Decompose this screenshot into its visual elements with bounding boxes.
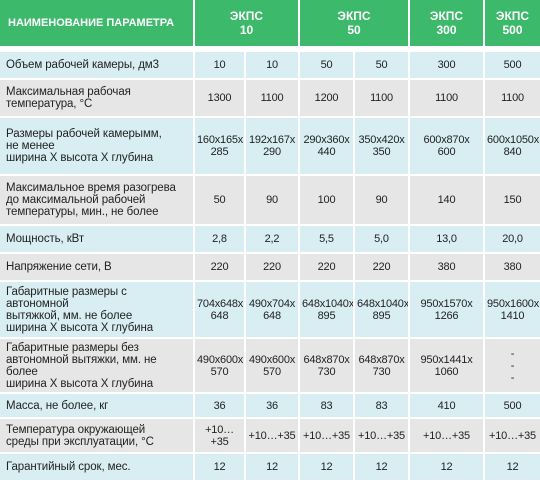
value-cell: +10…+35	[485, 419, 540, 454]
value-cell: 12	[246, 454, 300, 482]
value-cell: 490x600x 570	[195, 339, 246, 394]
value-cell: 5,5	[300, 226, 355, 254]
value-cell: 704x648x 648	[195, 282, 246, 339]
value-cell: - - -	[485, 339, 540, 394]
value-cell: 10	[195, 52, 246, 80]
value-cell: +10…+35	[410, 419, 485, 454]
value-cell: 490x600x 570	[246, 339, 300, 394]
value-cell: 220	[300, 254, 355, 282]
table-row: Объем рабочей камеры, дм3 10 10 50 50 300 500	[0, 52, 540, 80]
value-cell: 83	[300, 394, 355, 419]
param-cell: Мощность, кВт	[0, 226, 195, 254]
value-cell: 1100	[355, 80, 410, 118]
value-cell: 50	[300, 52, 355, 80]
value-cell: +10…+35	[246, 419, 300, 454]
table-row: Максимальное время разогрева до максимал…	[0, 176, 540, 226]
value-cell: 12	[195, 454, 246, 482]
value-cell: 648x1040x 895	[355, 282, 410, 339]
value-cell: 220	[195, 254, 246, 282]
value-cell: 1100	[410, 80, 485, 118]
table-body: Объем рабочей камеры, дм3 10 10 50 50 300 500 М…	[0, 52, 540, 482]
value-cell: 83	[355, 394, 410, 419]
table-row: Размеры рабочей камерымм, не менее ширин…	[0, 118, 540, 176]
table-row: Масса, не более, кг 36 36 83 83 410 500	[0, 394, 540, 419]
value-cell: 600x1050x 840	[485, 118, 540, 176]
header-row: НАИМЕНОВАНИЕ ПАРАМЕТРА ЭКПС 10 ЭКПС 50 Э…	[0, 0, 540, 52]
value-cell: 12	[355, 454, 410, 482]
value-cell: 1100	[246, 80, 300, 118]
table-row: Максимальная рабочая температура, °С 1300…	[0, 80, 540, 118]
value-cell: 12	[300, 454, 355, 482]
value-cell: 648x870x 730	[355, 339, 410, 394]
value-cell: 36	[195, 394, 246, 419]
value-cell: 220	[355, 254, 410, 282]
value-cell: 90	[246, 176, 300, 226]
value-cell: +10…+35	[300, 419, 355, 454]
table-row: Температура окружающей среды при эксплуа…	[0, 419, 540, 454]
value-cell: 160x165x 285	[195, 118, 246, 176]
header-model: ЭКПС 10	[195, 0, 300, 52]
table-row: Напряжение сети, В 220 220 220 220 380 380	[0, 254, 540, 282]
value-cell: 380	[485, 254, 540, 282]
param-cell: Масса, не более, кг	[0, 394, 195, 419]
header-model: ЭКПС 300	[410, 0, 485, 52]
param-cell: Напряжение сети, В	[0, 254, 195, 282]
value-cell: 950x1441x 1060	[410, 339, 485, 394]
value-cell: 50	[355, 52, 410, 80]
value-cell: 220	[246, 254, 300, 282]
value-cell: 290x360x 440	[300, 118, 355, 176]
value-cell: 13,0	[410, 226, 485, 254]
value-cell: 5,0	[355, 226, 410, 254]
value-cell: 350x420x 350	[355, 118, 410, 176]
value-cell: 1100	[485, 80, 540, 118]
value-cell: 10	[246, 52, 300, 80]
param-cell: Объем рабочей камеры, дм3	[0, 52, 195, 80]
table-row: Габаритные размеры с автономной вытяжкой…	[0, 282, 540, 339]
value-cell: 410	[410, 394, 485, 419]
table-row: Мощность, кВт 2,8 2,2 5,5 5,0 13,0 20,0	[0, 226, 540, 254]
param-cell: Габаритные размеры без автономной вытяжк…	[0, 339, 195, 394]
value-cell: 600x870x 600	[410, 118, 485, 176]
value-cell: 648x870x 730	[300, 339, 355, 394]
param-cell: Максимальное время разогрева до максимал…	[0, 176, 195, 226]
value-cell: 150	[485, 176, 540, 226]
value-cell: 12	[410, 454, 485, 482]
table-row: Гарантийный срок, мес. 12 12 12 12 12 12	[0, 454, 540, 482]
header-model: ЭКПС 50	[300, 0, 410, 52]
value-cell: 1200	[300, 80, 355, 118]
value-cell: 50	[195, 176, 246, 226]
value-cell: 2,8	[195, 226, 246, 254]
value-cell: 20,0	[485, 226, 540, 254]
value-cell: 192x167x 290	[246, 118, 300, 176]
value-cell: 1300	[195, 80, 246, 118]
param-cell: Габаритные размеры с автономной вытяжкой…	[0, 282, 195, 339]
value-cell: 950x1600x 1410	[485, 282, 540, 339]
header-param: НАИМЕНОВАНИЕ ПАРАМЕТРА	[0, 0, 195, 52]
param-cell: Гарантийный срок, мес.	[0, 454, 195, 482]
value-cell: 100	[300, 176, 355, 226]
value-cell: +10…+35	[195, 419, 246, 454]
value-cell: 500	[485, 394, 540, 419]
value-cell: +10…+35	[355, 419, 410, 454]
header-model: ЭКПС 500	[485, 0, 540, 52]
value-cell: 950x1570x 1266	[410, 282, 485, 339]
value-cell: 12	[485, 454, 540, 482]
value-cell: 90	[355, 176, 410, 226]
value-cell: 380	[410, 254, 485, 282]
value-cell: 490x704x 648	[246, 282, 300, 339]
value-cell: 36	[246, 394, 300, 419]
table-row: Габаритные размеры без автономной вытяжк…	[0, 339, 540, 394]
value-cell: 300	[410, 52, 485, 80]
value-cell: 648x1040x 895	[300, 282, 355, 339]
value-cell: 140	[410, 176, 485, 226]
param-cell: Температура окружающей среды при эксплуа…	[0, 419, 195, 454]
value-cell: 500	[485, 52, 540, 80]
param-cell: Максимальная рабочая температура, °С	[0, 80, 195, 118]
param-cell: Размеры рабочей камерымм, не менее ширин…	[0, 118, 195, 176]
value-cell: 2,2	[246, 226, 300, 254]
